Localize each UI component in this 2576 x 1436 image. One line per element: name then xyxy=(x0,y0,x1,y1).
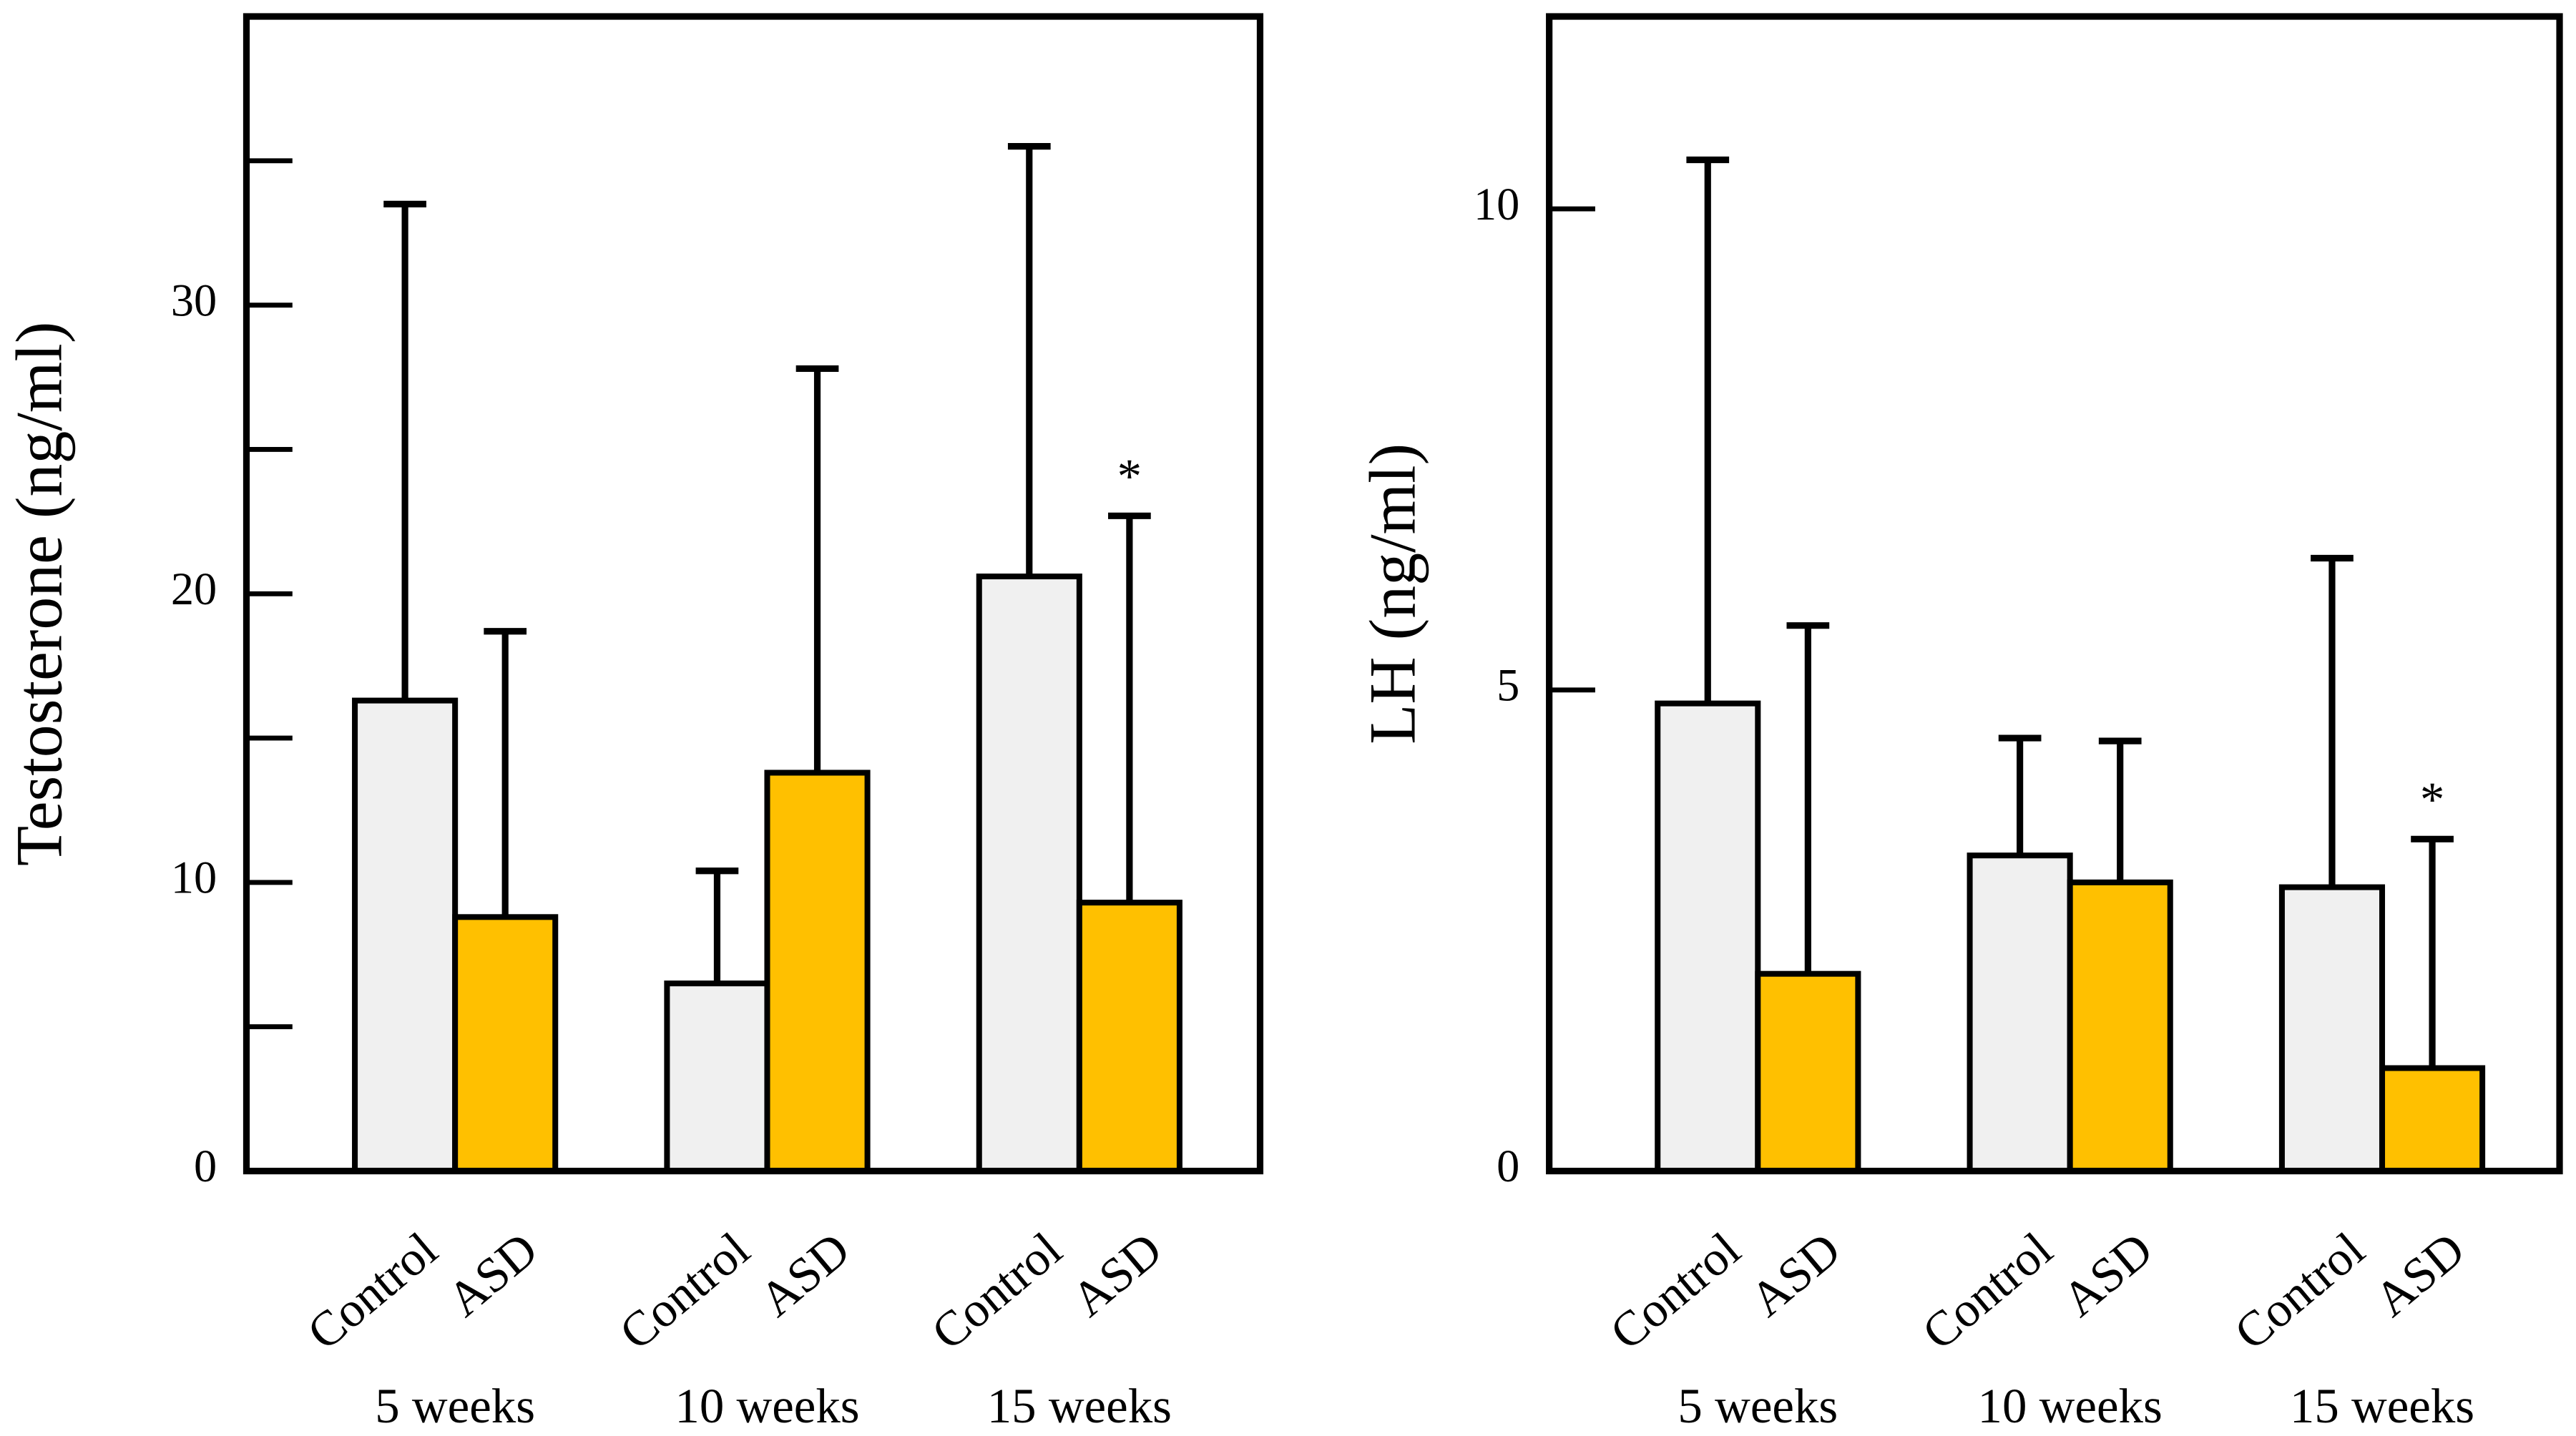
bar xyxy=(452,914,559,1174)
bar xyxy=(1755,970,1861,1174)
y-axis-label: LH (ng/ml) xyxy=(1356,443,1429,744)
y-tick-label: 5 xyxy=(1497,660,1519,711)
category-label: Control xyxy=(1600,1222,1750,1361)
y-tick-label: 10 xyxy=(1474,179,1519,230)
significance-mark: * xyxy=(2420,772,2444,827)
bar xyxy=(1967,852,2073,1174)
category-label: ASD xyxy=(1062,1222,1172,1327)
bar xyxy=(352,697,459,1174)
category-label: Control xyxy=(609,1222,760,1361)
category-label: Control xyxy=(2224,1222,2374,1361)
y-tick-label: 10 xyxy=(171,852,217,903)
bar xyxy=(764,769,871,1174)
category-label: ASD xyxy=(437,1222,547,1327)
group-label: 5 weeks xyxy=(375,1379,535,1433)
bar xyxy=(2067,879,2173,1174)
y-axis-label: Testosterone (ng/ml) xyxy=(2,322,75,866)
bar xyxy=(2379,1065,2486,1174)
group-label: 15 weeks xyxy=(2290,1379,2474,1433)
category-label: ASD xyxy=(1740,1222,1850,1327)
group-label: 10 weeks xyxy=(1978,1379,2163,1433)
y-tick-label: 30 xyxy=(171,275,217,325)
y-tick-label: 0 xyxy=(1497,1141,1519,1191)
category-label: Control xyxy=(921,1222,1072,1361)
bar xyxy=(2278,884,2386,1174)
category-label: Control xyxy=(1912,1222,2062,1361)
y-tick-label: 0 xyxy=(194,1141,217,1191)
group-label: 15 weeks xyxy=(987,1379,1172,1433)
category-label: ASD xyxy=(2052,1222,2163,1327)
bar xyxy=(1076,900,1182,1174)
y-tick-label: 20 xyxy=(171,564,217,614)
plot-frame xyxy=(243,13,1264,1175)
bar xyxy=(976,574,1082,1174)
category-label: Control xyxy=(297,1222,447,1361)
category-label: ASD xyxy=(2364,1222,2474,1327)
group-label: 10 weeks xyxy=(675,1379,859,1433)
category-label: ASD xyxy=(750,1222,860,1327)
plot-frame xyxy=(1546,13,2563,1175)
bar xyxy=(664,980,770,1174)
significance-mark: * xyxy=(1117,449,1142,503)
bar xyxy=(1655,700,1761,1174)
group-label: 5 weeks xyxy=(1678,1379,1838,1433)
